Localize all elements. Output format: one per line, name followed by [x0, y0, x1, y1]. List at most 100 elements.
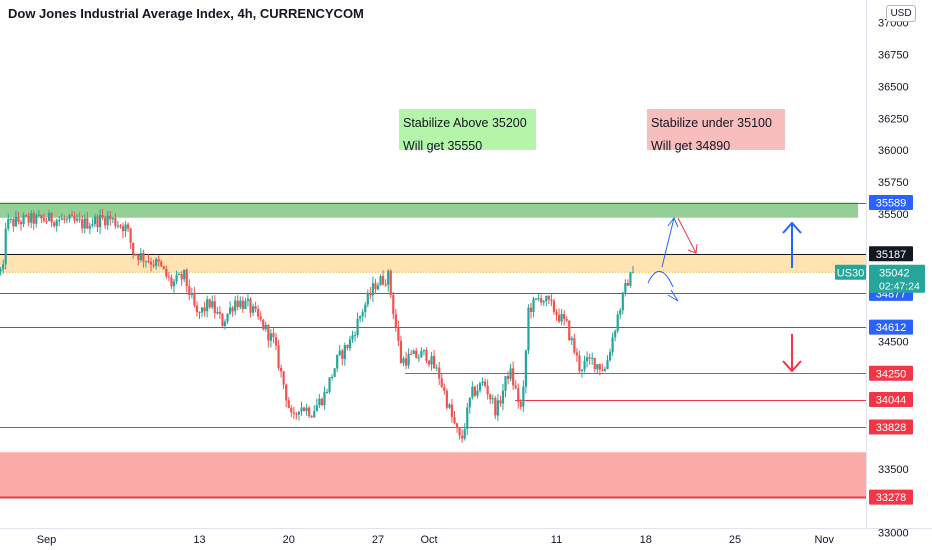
- candle: [359, 315, 362, 323]
- candle: [290, 404, 293, 417]
- candle-body: [568, 320, 571, 341]
- candle-body: [277, 345, 280, 368]
- candle-body: [147, 261, 150, 263]
- candle: [132, 242, 135, 259]
- candle-body: [514, 385, 517, 389]
- target-up-arrowhead: [782, 221, 802, 234]
- candle: [588, 353, 591, 365]
- candle-body: [53, 222, 56, 227]
- candle: [425, 347, 428, 364]
- candle-body: [478, 383, 482, 391]
- candle: [223, 319, 227, 330]
- candle-body: [308, 407, 311, 417]
- candle: [573, 333, 576, 355]
- candle: [60, 213, 63, 220]
- price-badge-label: 34612: [876, 322, 907, 334]
- candle: [297, 411, 301, 421]
- candle: [42, 213, 46, 223]
- candle-body: [593, 357, 596, 370]
- candle: [382, 270, 385, 286]
- candle: [387, 269, 390, 292]
- candle: [7, 213, 10, 232]
- candle-body: [369, 292, 372, 296]
- candle: [70, 210, 74, 217]
- candle-body: [216, 311, 219, 314]
- candle-body: [19, 221, 23, 225]
- candle-body: [221, 313, 224, 327]
- candle: [486, 379, 489, 400]
- candle-body: [127, 224, 130, 229]
- candle-body: [239, 300, 242, 308]
- candle: [420, 347, 423, 358]
- candle-body: [42, 218, 46, 221]
- currency-selector[interactable]: USD: [886, 5, 916, 22]
- candle: [175, 270, 178, 285]
- candle: [162, 265, 165, 270]
- candle: [522, 380, 525, 412]
- candle: [458, 427, 461, 440]
- candle-body: [346, 345, 349, 349]
- candle: [438, 361, 441, 385]
- candle: [338, 344, 341, 357]
- candle: [124, 220, 127, 238]
- candle: [524, 349, 527, 394]
- candle-body: [448, 404, 451, 408]
- candle: [93, 213, 97, 228]
- candle: [195, 301, 199, 317]
- candle-body: [565, 318, 568, 321]
- bullish-note-line1: Stabilize Above 35200: [403, 116, 527, 130]
- candle-body: [443, 386, 446, 391]
- candle: [246, 293, 250, 307]
- candle: [88, 222, 91, 235]
- candle-body: [333, 368, 336, 377]
- candle-body: [338, 350, 341, 355]
- candle-body: [463, 429, 466, 439]
- candle-body: [58, 219, 61, 221]
- projection-curve-arrowhead: [667, 289, 679, 302]
- bearish-note-line1: Stabilize under 35100: [651, 116, 772, 130]
- candle-body: [461, 435, 464, 439]
- candle: [73, 211, 76, 224]
- candle: [552, 298, 556, 315]
- candle: [448, 403, 451, 409]
- candle: [178, 272, 181, 276]
- candle: [244, 297, 247, 310]
- candle-body: [149, 261, 153, 265]
- y-tick-label: 35500: [878, 209, 909, 221]
- candle-body: [47, 213, 51, 222]
- candle: [241, 296, 244, 313]
- candle: [302, 406, 306, 412]
- candle-body: [22, 215, 25, 225]
- candle-body: [297, 411, 301, 415]
- y-tick-label-partial: 35250: [878, 0, 909, 3]
- candle-body: [190, 293, 193, 296]
- candle-body: [376, 285, 380, 290]
- candle-body: [583, 361, 586, 370]
- candle: [211, 295, 214, 310]
- candle: [190, 287, 193, 299]
- candle: [430, 352, 433, 371]
- zone-red-support: [0, 452, 866, 498]
- candle-body: [175, 274, 178, 282]
- candle: [287, 397, 290, 409]
- candle: [568, 320, 571, 342]
- y-tick-label: 35750: [878, 177, 909, 189]
- candle-body: [379, 276, 382, 286]
- candle: [537, 293, 540, 302]
- candle-body: [170, 277, 173, 287]
- x-tick-label: 13: [193, 534, 205, 546]
- candle-body: [547, 295, 550, 300]
- candle: [47, 210, 51, 222]
- candle: [282, 370, 285, 390]
- candle: [519, 399, 522, 410]
- candle: [468, 397, 471, 414]
- candle: [397, 320, 400, 347]
- candle: [142, 249, 145, 268]
- candle-body: [619, 310, 622, 315]
- candle: [371, 276, 374, 302]
- candle-body: [425, 349, 428, 361]
- candle: [86, 211, 89, 230]
- candle-body: [60, 218, 63, 220]
